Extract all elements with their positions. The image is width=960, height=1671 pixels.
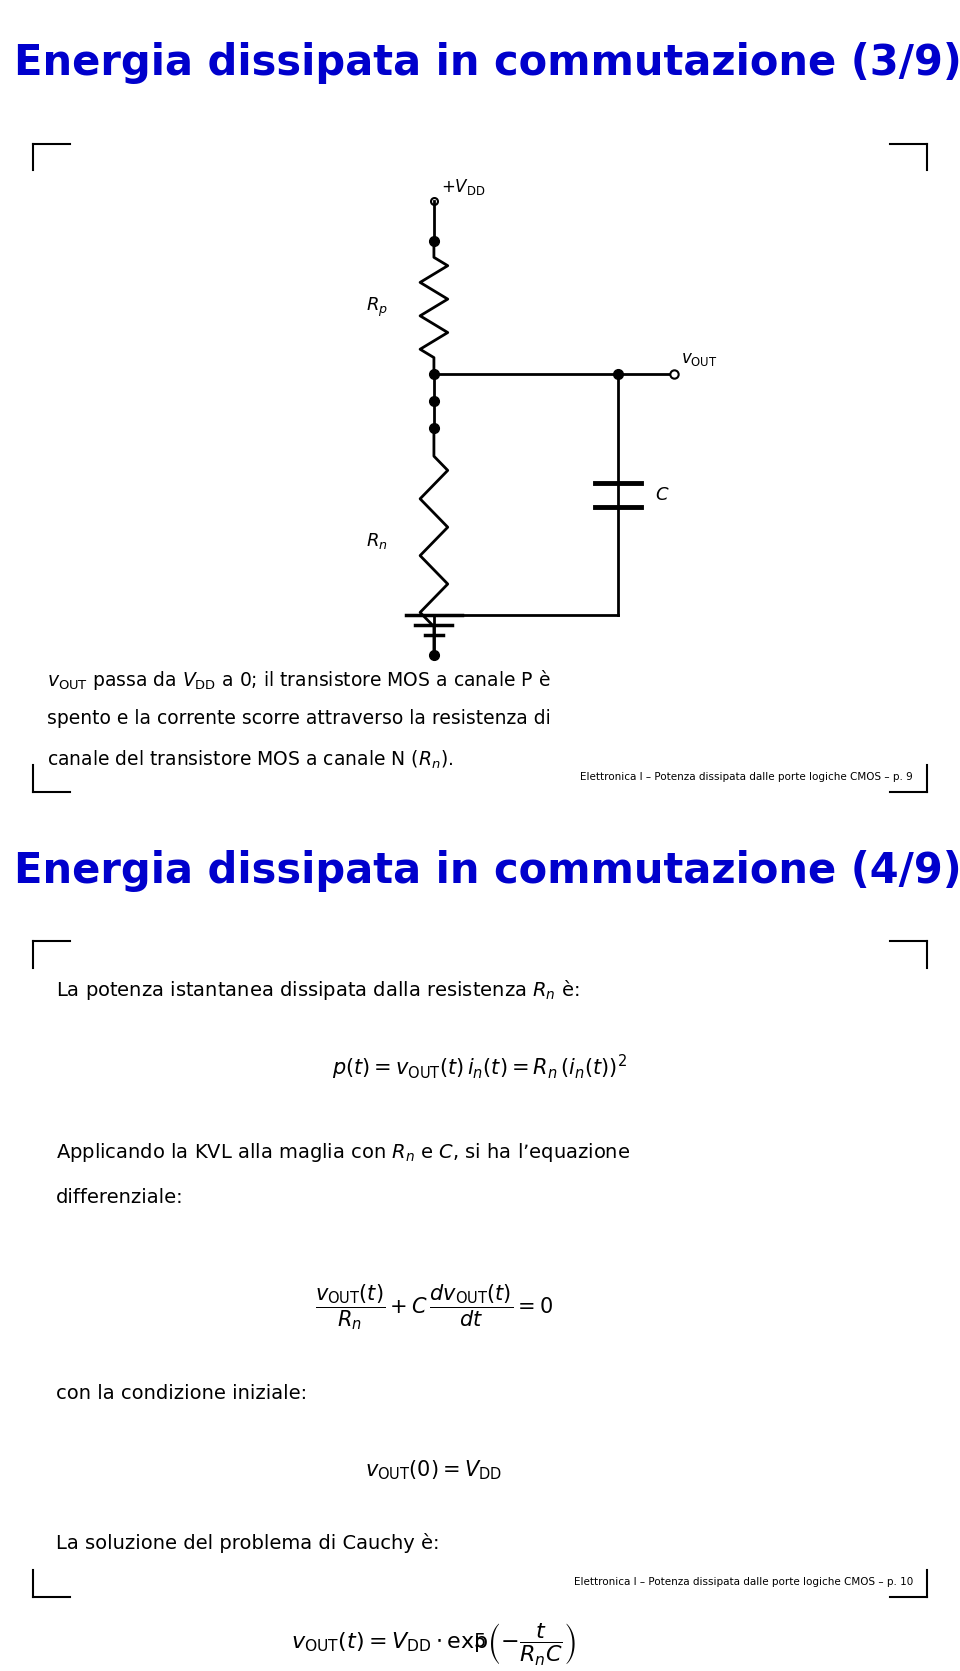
Text: $R_p$: $R_p$: [366, 296, 388, 319]
Text: $p(t) = v_{\mathrm{OUT}}(t)\,i_n(t) = R_n\,(i_n(t))^2$: $p(t) = v_{\mathrm{OUT}}(t)\,i_n(t) = R_…: [332, 1053, 628, 1081]
Text: La soluzione del problema di Cauchy è:: La soluzione del problema di Cauchy è:: [56, 1532, 440, 1552]
Text: $R_n$: $R_n$: [366, 531, 388, 551]
Text: Energia dissipata in commutazione (3/9): Energia dissipata in commutazione (3/9): [14, 42, 960, 84]
Text: $+V_{\mathrm{DD}}$: $+V_{\mathrm{DD}}$: [442, 177, 486, 197]
Text: 5: 5: [473, 1633, 487, 1651]
Text: $v_{\mathrm{OUT}}(t) = V_{\mathrm{DD}} \cdot \exp\!\left(-\dfrac{t}{R_n C}\right: $v_{\mathrm{OUT}}(t) = V_{\mathrm{DD}} \…: [292, 1621, 576, 1668]
Text: Elettronica I – Potenza dissipata dalle porte logiche CMOS – p. 9: Elettronica I – Potenza dissipata dalle …: [581, 772, 913, 782]
Text: con la condizione iniziale:: con la condizione iniziale:: [56, 1384, 307, 1404]
Text: $v_{\mathrm{OUT}}$ passa da $V_{\mathrm{DD}}$ a 0; il transistore MOS a canale P: $v_{\mathrm{OUT}}$ passa da $V_{\mathrm{…: [47, 668, 551, 692]
Text: canale del transistore MOS a canale N ($R_n$).: canale del transistore MOS a canale N ($…: [47, 749, 453, 770]
Text: Energia dissipata in commutazione (4/9): Energia dissipata in commutazione (4/9): [14, 849, 960, 892]
Text: Applicando la KVL alla maglia con $R_n$ e $C$, si ha l’equazione: Applicando la KVL alla maglia con $R_n$ …: [56, 1141, 631, 1163]
Text: differenziale:: differenziale:: [56, 1188, 183, 1206]
Text: $C$: $C$: [655, 486, 670, 503]
Text: Elettronica I – Potenza dissipata dalle porte logiche CMOS – p. 10: Elettronica I – Potenza dissipata dalle …: [574, 1577, 913, 1587]
Text: $\dfrac{v_{\mathrm{OUT}}(t)}{R_n} + C\,\dfrac{dv_{\mathrm{OUT}}(t)}{dt} = 0$: $\dfrac{v_{\mathrm{OUT}}(t)}{R_n} + C\,\…: [315, 1283, 553, 1332]
Text: spento e la corrente scorre attraverso la resistenza di: spento e la corrente scorre attraverso l…: [47, 709, 551, 727]
Text: $v_{\mathrm{OUT}}$: $v_{\mathrm{OUT}}$: [681, 349, 717, 368]
Text: $v_{\mathrm{OUT}}(0) = V_{\mathrm{DD}}$: $v_{\mathrm{OUT}}(0) = V_{\mathrm{DD}}$: [366, 1459, 502, 1482]
Text: La potenza istantanea dissipata dalla resistenza $R_n$ è:: La potenza istantanea dissipata dalla re…: [56, 978, 580, 1003]
